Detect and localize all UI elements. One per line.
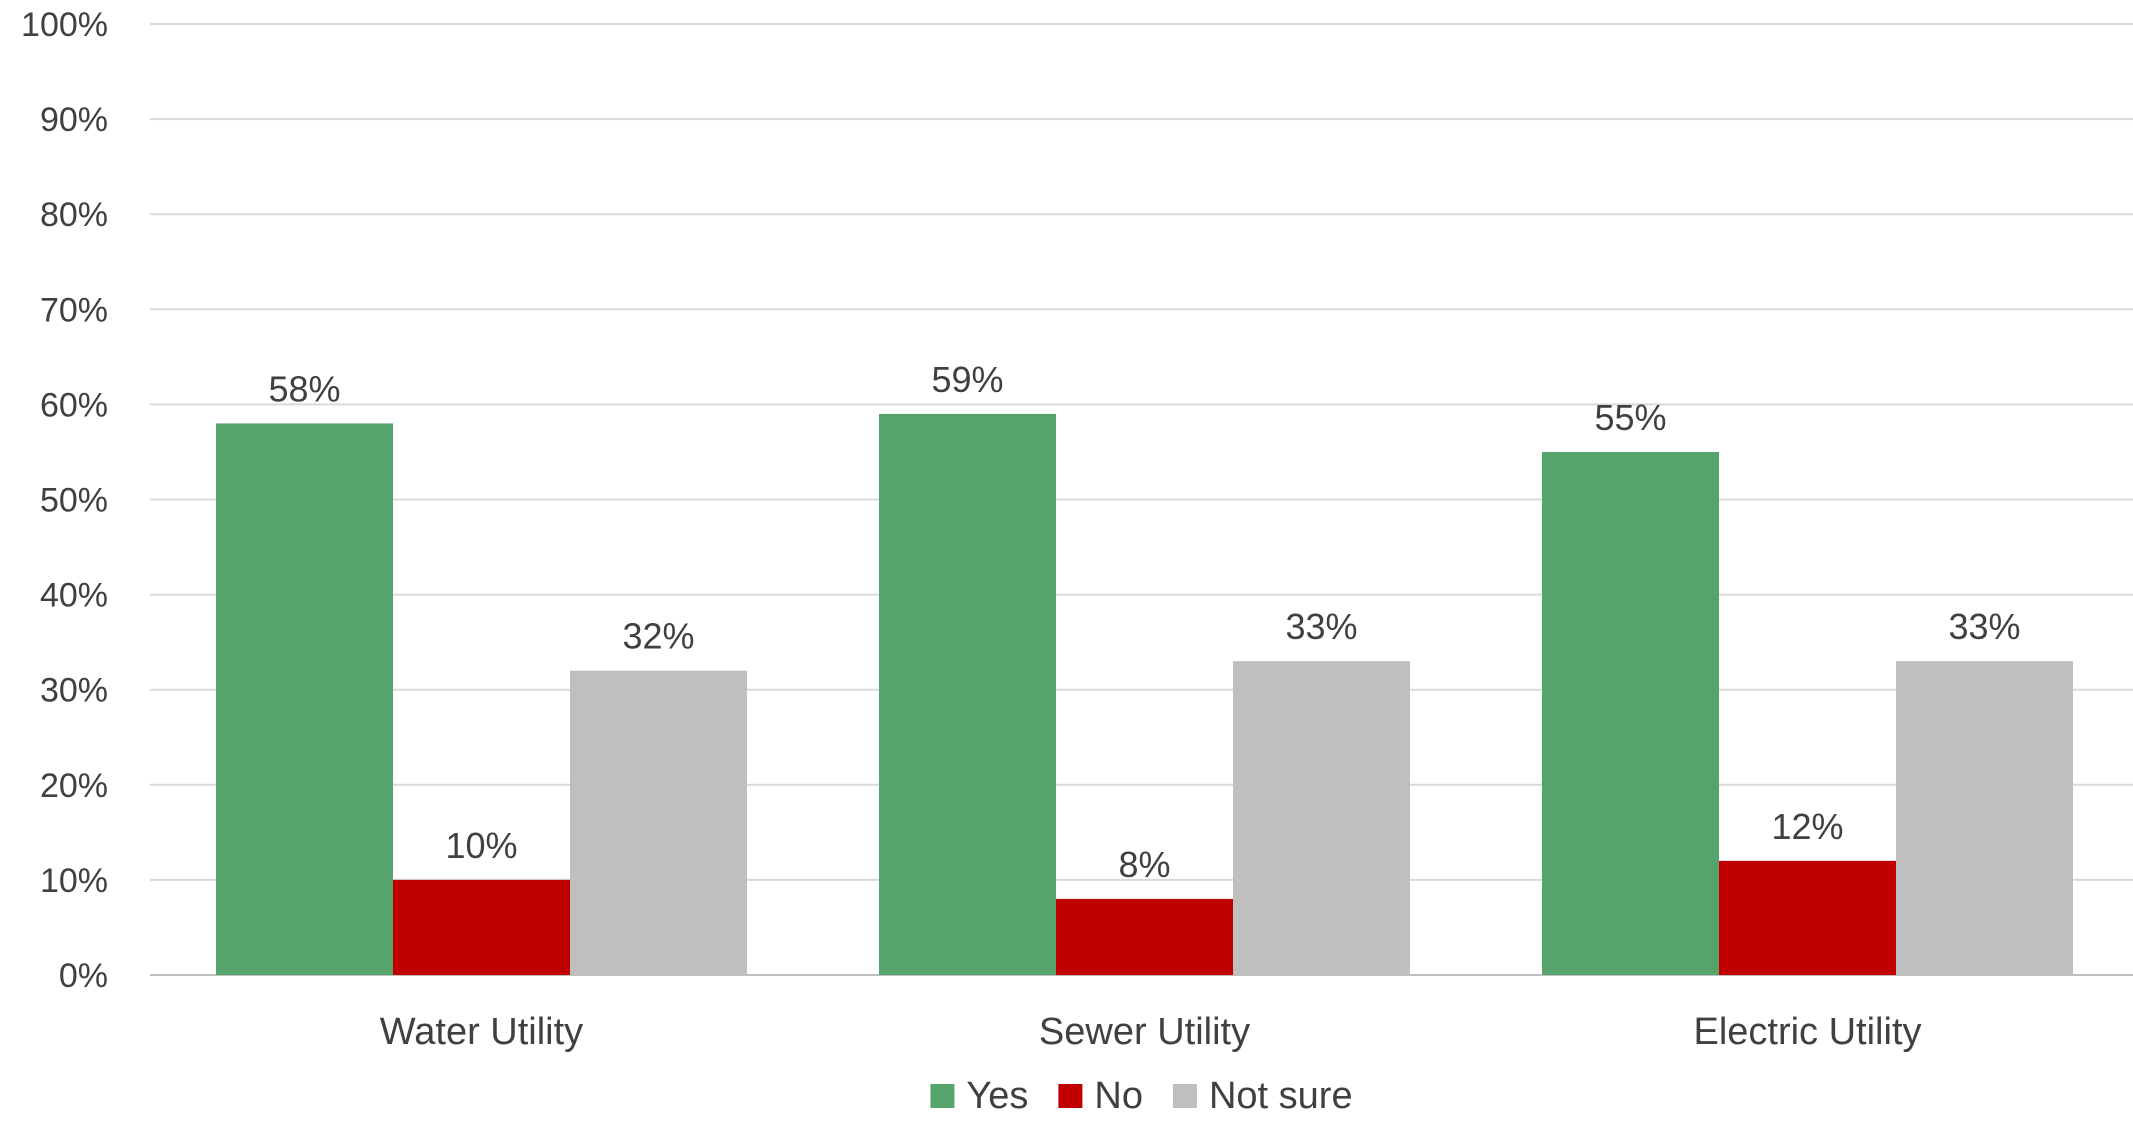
y-tick-label: 90% xyxy=(40,101,108,139)
data-label-yes: 59% xyxy=(931,359,1003,400)
category-label: Water Utility xyxy=(380,1011,583,1053)
y-tick-label: 10% xyxy=(40,862,108,900)
bar-yes xyxy=(1542,451,1719,975)
data-labels: 58% 10% 32% 59% 8% 33% 55% 12% 33% xyxy=(268,359,2020,885)
bar-no xyxy=(1056,898,1233,975)
bar-no xyxy=(1719,860,1896,975)
bar-not-sure xyxy=(570,670,747,975)
y-tick-label: 80% xyxy=(40,196,108,234)
y-tick-label: 70% xyxy=(40,291,108,329)
legend-swatch-no xyxy=(1058,1084,1083,1108)
bar-not-sure xyxy=(1233,661,1410,975)
y-tick-label: 0% xyxy=(59,957,108,995)
data-label-no: 10% xyxy=(445,825,517,866)
data-label-not-sure: 33% xyxy=(1948,606,2020,647)
bar-yes xyxy=(879,413,1056,975)
category-label: Electric Utility xyxy=(1693,1011,1921,1053)
y-tick-label: 20% xyxy=(40,767,108,805)
legend-label-no: No xyxy=(1094,1075,1143,1117)
data-label-no: 8% xyxy=(1118,844,1170,885)
bars xyxy=(216,413,2073,975)
bar-no xyxy=(393,879,570,975)
y-tick-label: 40% xyxy=(40,577,108,615)
legend-swatch-yes xyxy=(930,1084,955,1108)
legend-swatch-not-sure xyxy=(1172,1084,1197,1108)
y-tick-label: 100% xyxy=(21,6,108,44)
legend: Yes No Not sure xyxy=(930,1075,1353,1117)
bar-not-sure xyxy=(1896,661,2073,975)
y-tick-label: 60% xyxy=(40,386,108,424)
y-tick-label: 30% xyxy=(40,672,108,710)
data-label-yes: 55% xyxy=(1594,397,1666,438)
data-label-yes: 58% xyxy=(268,368,340,409)
data-label-not-sure: 33% xyxy=(1285,606,1357,647)
x-axis-categories: Water Utility Sewer Utility Electric Utili… xyxy=(380,1011,1922,1053)
data-label-not-sure: 32% xyxy=(622,616,694,657)
data-label-no: 12% xyxy=(1771,806,1843,847)
category-label: Sewer Utility xyxy=(1039,1011,1250,1053)
legend-label-not-sure: Not sure xyxy=(1209,1075,1353,1117)
y-tick-label: 50% xyxy=(40,482,108,520)
y-axis-ticks: 0% 10% 20% 30% 40% 50% 60% 70% 80% 90% 100% xyxy=(21,6,108,995)
legend-label-yes: Yes xyxy=(966,1075,1028,1117)
bar-yes xyxy=(216,423,393,975)
